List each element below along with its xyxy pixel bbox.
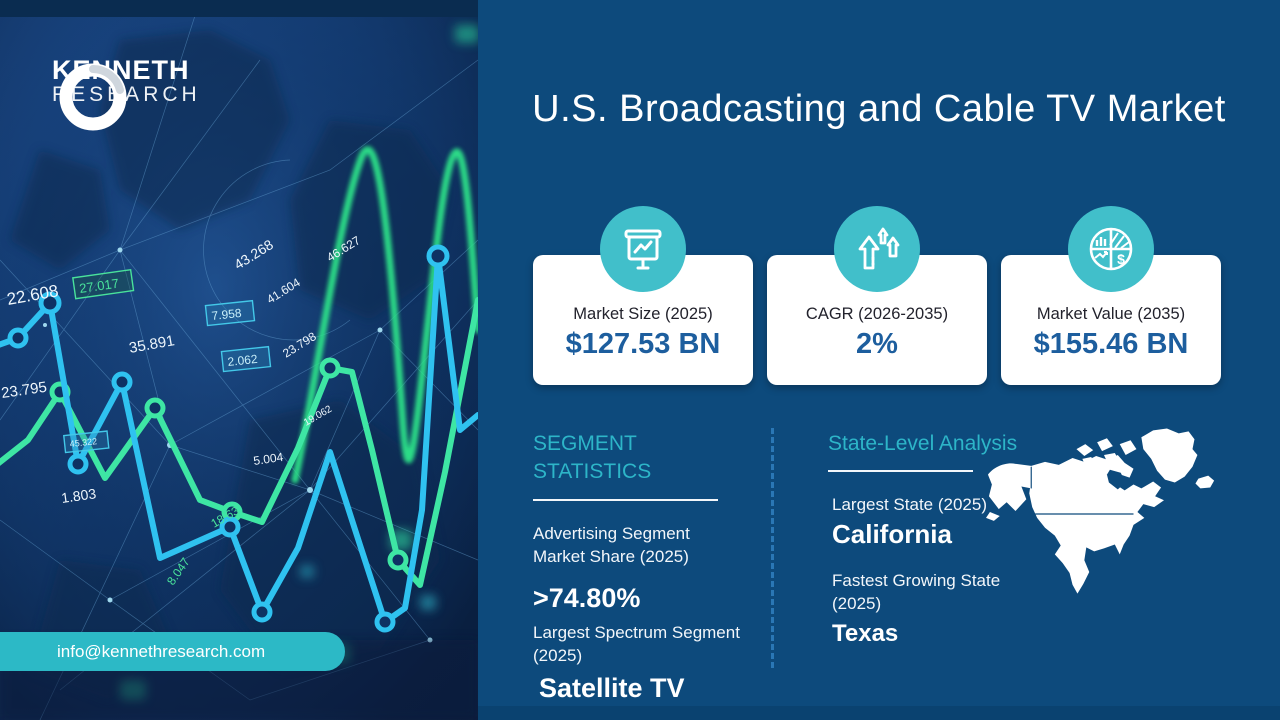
cagr-card: CAGR (2026-2035) 2% (767, 206, 987, 385)
market-size-card: Market Size (2025) $127.53 BN (533, 206, 753, 385)
left-visual-panel: 22.608 27.017 35.891 23.795 43.268 41.604 46.6… (0, 0, 478, 720)
section-heading: SEGMENT STATISTICS (533, 432, 652, 484)
heading-underline (533, 498, 718, 501)
svg-text:$: $ (1117, 251, 1125, 267)
top-navy-strip (0, 0, 478, 17)
svg-text:23.795: 23.795 (0, 379, 48, 402)
cyan-line-series (0, 244, 478, 633)
card-label: CAGR (2026-2035) (805, 305, 949, 323)
contact-email-button[interactable]: info@kennethresearch.com (0, 632, 345, 671)
section-heading: State-Level Analysis (828, 432, 1018, 455)
svg-text:45.322: 45.322 (69, 436, 97, 449)
kenneth-research-logo: KENNETH RESEARCH (52, 56, 201, 131)
stat-label: Advertising Segment Market Share (2025) (533, 523, 690, 566)
stat-value: Texas (832, 620, 899, 648)
growth-arrows-icon (834, 206, 920, 292)
svg-text:7.958: 7.958 (211, 306, 243, 323)
segment-statistics-section: SEGMENT STATISTICS Advertising Segment M… (533, 430, 743, 704)
state-level-section: State-Level Analysis Largest State (2025… (828, 430, 1018, 648)
page-title: U.S. Broadcasting and Cable TV Market (532, 88, 1226, 130)
stat-value: >74.80% (533, 582, 641, 613)
card-value: $127.53 BN (565, 328, 721, 360)
stat-value: California (832, 519, 952, 550)
presentation-chart-icon (600, 206, 686, 292)
stat-value: Satellite TV (539, 673, 685, 704)
footer-strip (478, 706, 1280, 720)
pie-chart-icon: $ (1068, 206, 1154, 292)
stat-label: Largest Spectrum Segment (2025) (533, 622, 740, 665)
dashed-divider (771, 428, 774, 668)
card-value: 2% (856, 328, 898, 360)
market-value-card: $ Market Value (2035) $155.46 BN (1001, 206, 1221, 385)
card-label: Market Size (2025) (573, 305, 713, 323)
svg-text:5.004: 5.004 (252, 450, 284, 468)
stat-label: Largest State (2025) (832, 495, 987, 515)
stat-label: Fastest Growing State (2025) (832, 571, 1001, 614)
svg-text:2.062: 2.062 (227, 352, 259, 369)
content-panel: U.S. Broadcasting and Cable TV Market Ma… (478, 0, 1280, 720)
card-label: Market Value (2035) (1036, 305, 1186, 323)
north-america-map (986, 424, 1222, 604)
logo-swirl-icon (59, 63, 127, 131)
svg-text:27.017: 27.017 (78, 276, 119, 296)
green-wave-line (291, 146, 478, 484)
heading-underline (828, 470, 973, 473)
card-value: $155.46 BN (1033, 328, 1189, 360)
svg-text:1.803: 1.803 (60, 485, 97, 506)
